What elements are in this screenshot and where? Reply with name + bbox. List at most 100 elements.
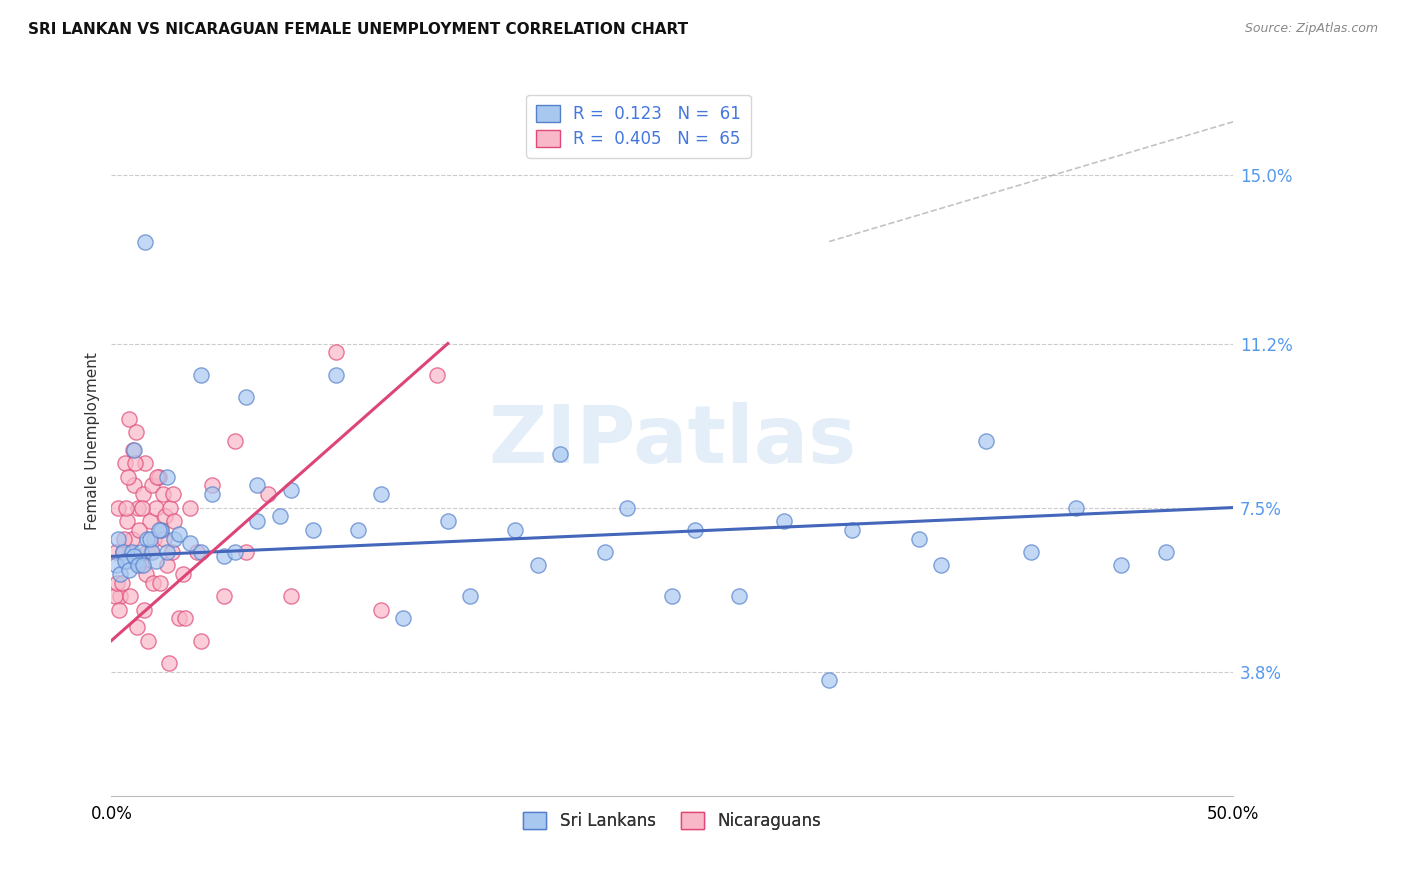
Point <box>908 532 931 546</box>
Point <box>141 545 163 559</box>
Point <box>269 509 291 524</box>
Point <box>121 545 143 559</box>
Point <box>136 545 159 559</box>
Point <box>145 554 167 568</box>
Point <box>929 558 952 573</box>
Point <box>190 633 212 648</box>
Point <box>115 500 138 515</box>
Point <box>120 589 142 603</box>
Point <box>138 514 160 528</box>
Point <box>131 500 153 515</box>
Point <box>125 554 148 568</box>
Point <box>115 514 138 528</box>
Point <box>121 532 143 546</box>
Point <box>127 500 149 515</box>
Point <box>224 545 246 559</box>
Point <box>142 576 165 591</box>
Text: Source: ZipAtlas.com: Source: ZipAtlas.com <box>1244 22 1378 36</box>
Point <box>107 532 129 546</box>
Point <box>841 523 863 537</box>
Point <box>212 549 235 564</box>
Point <box>1109 558 1132 573</box>
Point <box>661 589 683 603</box>
Point <box>616 500 638 515</box>
Point <box>156 558 179 573</box>
Point <box>129 545 152 559</box>
Point <box>370 487 392 501</box>
Point <box>110 576 132 591</box>
Point <box>593 545 616 559</box>
Point <box>148 469 170 483</box>
Point <box>162 487 184 501</box>
Point <box>122 442 145 457</box>
Text: ZIPatlas: ZIPatlas <box>488 402 856 480</box>
Point <box>111 545 134 559</box>
Point <box>152 487 174 501</box>
Point <box>224 434 246 448</box>
Point <box>437 514 460 528</box>
Point <box>122 549 145 564</box>
Point <box>141 478 163 492</box>
Point <box>246 478 269 492</box>
Point <box>138 532 160 546</box>
Point <box>138 633 160 648</box>
Point <box>212 589 235 603</box>
Point <box>124 456 146 470</box>
Point <box>280 589 302 603</box>
Point <box>157 656 180 670</box>
Y-axis label: Female Unemployment: Female Unemployment <box>86 352 100 530</box>
Point <box>110 589 132 603</box>
Point <box>167 527 190 541</box>
Point <box>127 620 149 634</box>
Point <box>143 532 166 546</box>
Point <box>160 545 183 559</box>
Point <box>426 368 449 382</box>
Point <box>974 434 997 448</box>
Point <box>104 545 127 559</box>
Point <box>149 523 172 537</box>
Point <box>1154 545 1177 559</box>
Point <box>156 469 179 483</box>
Point <box>155 509 177 524</box>
Point <box>370 602 392 616</box>
Point <box>163 532 186 546</box>
Point <box>280 483 302 497</box>
Point <box>683 523 706 537</box>
Point <box>148 523 170 537</box>
Point <box>235 390 257 404</box>
Point <box>134 456 156 470</box>
Point <box>179 500 201 515</box>
Point <box>132 487 155 501</box>
Point <box>122 478 145 492</box>
Point <box>145 500 167 515</box>
Point <box>1064 500 1087 515</box>
Point <box>114 554 136 568</box>
Point <box>136 532 159 546</box>
Point <box>503 523 526 537</box>
Point <box>325 345 347 359</box>
Point <box>728 589 751 603</box>
Point <box>135 567 157 582</box>
Point <box>104 558 127 573</box>
Point <box>149 523 172 537</box>
Point <box>149 576 172 591</box>
Point <box>125 425 148 440</box>
Point <box>773 514 796 528</box>
Point <box>153 532 176 546</box>
Point <box>132 602 155 616</box>
Point <box>458 589 481 603</box>
Point <box>246 514 269 528</box>
Point <box>526 558 548 573</box>
Point <box>110 567 132 582</box>
Point <box>127 558 149 573</box>
Point <box>201 478 224 492</box>
Point <box>179 536 201 550</box>
Point <box>190 368 212 382</box>
Text: SRI LANKAN VS NICARAGUAN FEMALE UNEMPLOYMENT CORRELATION CHART: SRI LANKAN VS NICARAGUAN FEMALE UNEMPLOY… <box>28 22 689 37</box>
Point <box>139 545 162 559</box>
Point <box>115 554 138 568</box>
Point <box>325 368 347 382</box>
Point <box>159 500 181 515</box>
Point <box>117 469 139 483</box>
Point <box>172 567 194 582</box>
